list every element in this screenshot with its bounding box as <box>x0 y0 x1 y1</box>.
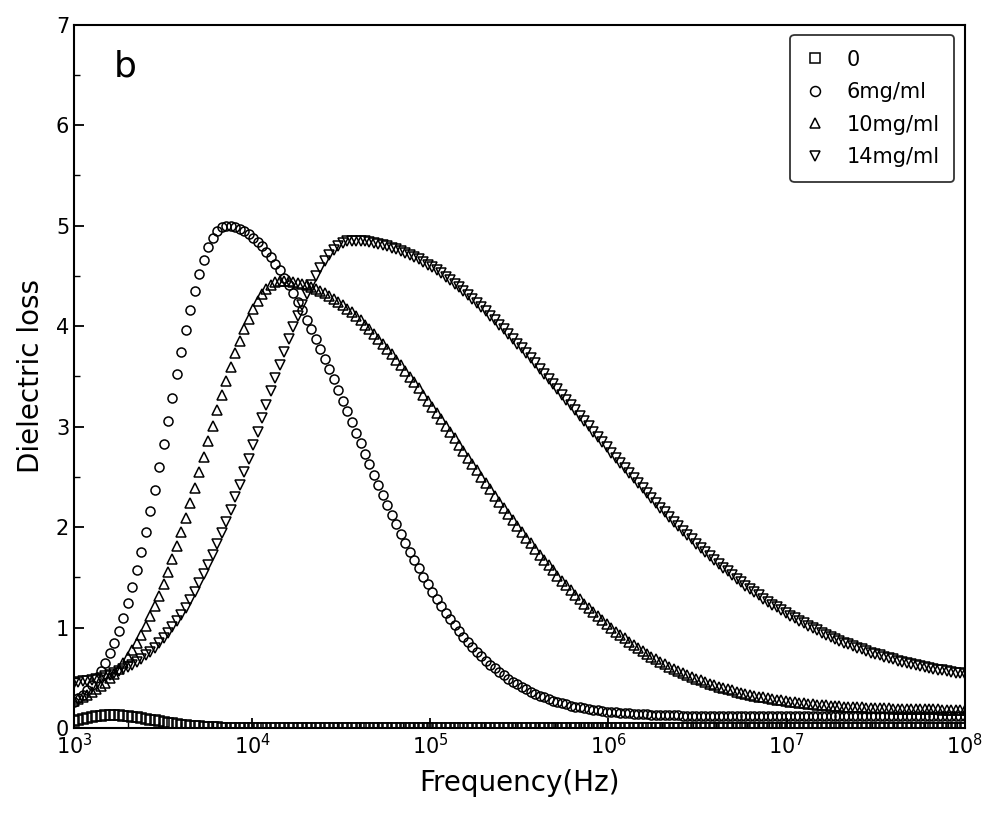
0 <box>959 724 971 733</box>
Line: 10mg/ml: 10mg/ml <box>69 277 969 714</box>
10mg/ml <box>959 705 971 715</box>
6mg/ml <box>220 221 232 230</box>
14mg/ml <box>234 480 246 490</box>
X-axis label: Frequency(Hz): Frequency(Hz) <box>419 769 620 798</box>
0 <box>126 711 138 721</box>
6mg/ml <box>959 711 971 721</box>
0 <box>104 710 116 720</box>
Line: 0: 0 <box>69 711 969 733</box>
0 <box>887 724 899 733</box>
6mg/ml <box>122 598 134 608</box>
0 <box>310 724 322 733</box>
10mg/ml <box>887 704 899 714</box>
14mg/ml <box>959 669 971 679</box>
Y-axis label: Dielectric loss: Dielectric loss <box>17 279 45 474</box>
10mg/ml <box>234 336 246 346</box>
14mg/ml <box>305 280 317 290</box>
Line: 6mg/ml: 6mg/ml <box>69 221 969 720</box>
6mg/ml <box>310 334 322 344</box>
0 <box>238 723 250 733</box>
14mg/ml <box>68 677 80 687</box>
Legend: 0, 6mg/ml, 10mg/ml, 14mg/ml: 0, 6mg/ml, 10mg/ml, 14mg/ml <box>790 35 954 182</box>
14mg/ml <box>122 663 134 672</box>
6mg/ml <box>238 226 250 236</box>
6mg/ml <box>919 711 931 721</box>
0 <box>68 716 80 726</box>
6mg/ml <box>104 649 116 659</box>
14mg/ml <box>887 654 899 664</box>
10mg/ml <box>104 673 116 683</box>
10mg/ml <box>919 704 931 714</box>
Text: b: b <box>114 50 137 83</box>
10mg/ml <box>310 284 322 294</box>
10mg/ml <box>122 652 134 662</box>
14mg/ml <box>104 670 116 680</box>
14mg/ml <box>919 662 931 672</box>
14mg/ml <box>346 236 358 246</box>
6mg/ml <box>68 697 80 707</box>
0 <box>108 711 120 720</box>
0 <box>919 724 931 733</box>
10mg/ml <box>68 696 80 706</box>
6mg/ml <box>887 711 899 721</box>
Line: 14mg/ml: 14mg/ml <box>69 236 969 687</box>
10mg/ml <box>274 276 286 286</box>
